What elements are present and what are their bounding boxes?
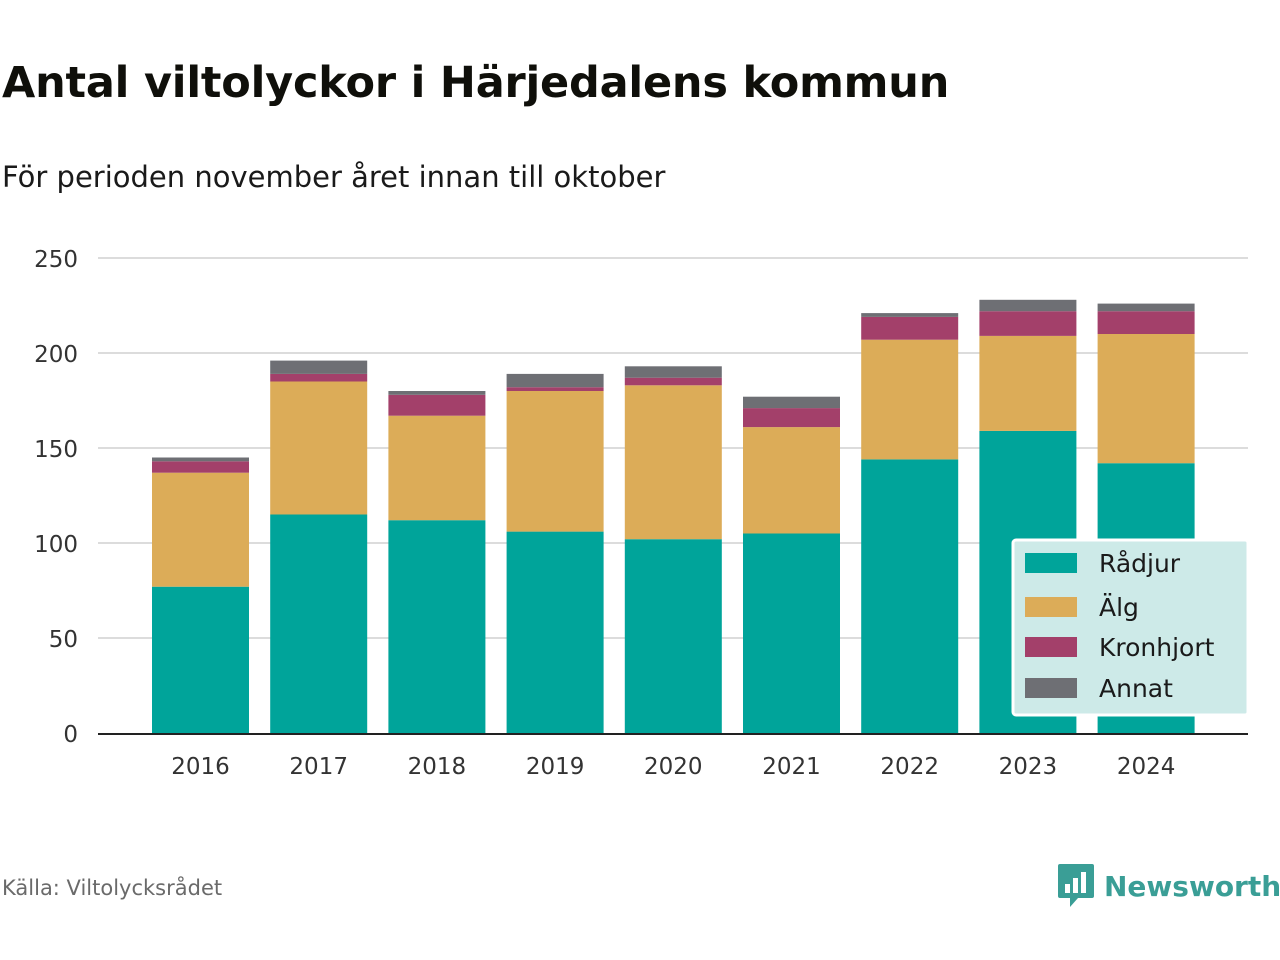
axes: 0 50 100 150 200 250 2016 2017 2018 2019 2020 2021 2… [34, 247, 1248, 780]
bar-segment [152, 586, 249, 733]
bar-segment [506, 373, 604, 388]
x-tick-label: 2016 [171, 754, 230, 780]
bar-segment [624, 366, 722, 378]
bar-segment [388, 394, 486, 416]
bar-segment [1097, 334, 1195, 464]
bar-segment [506, 531, 604, 733]
bar-segment [861, 316, 959, 340]
bar-segment [861, 459, 959, 733]
brand-logo: Newsworthy [1058, 862, 1280, 910]
bar-segment [1097, 311, 1195, 334]
y-tick-label: 0 [63, 722, 78, 748]
bar-segment [270, 360, 368, 374]
bar-segment [388, 520, 486, 733]
bar-segment [388, 415, 486, 521]
newsworthy-logo-icon [1058, 864, 1094, 907]
bar-segment [743, 427, 840, 534]
legend-swatch [1025, 678, 1077, 698]
source-note: Källa: Viltolycksrådet [2, 876, 223, 900]
bar-segment [152, 461, 249, 473]
bar-segment [979, 335, 1077, 431]
bar-segment [743, 396, 840, 409]
y-tick-label: 100 [34, 532, 78, 558]
x-tick-label: 2018 [408, 754, 467, 780]
legend-swatch [1025, 597, 1077, 617]
bar-segment [743, 408, 840, 428]
x-tick-label: 2024 [1117, 754, 1176, 780]
legend-label: Kronhjort [1099, 633, 1215, 662]
x-tick-label: 2017 [289, 754, 348, 780]
legend-swatch [1025, 553, 1077, 573]
bar-segment [152, 472, 249, 587]
x-tick-label: 2023 [999, 754, 1058, 780]
legend-box [1011, 538, 1250, 717]
x-tick-label: 2021 [762, 754, 821, 780]
legend-swatch [1025, 637, 1077, 657]
legend: Rådjur Älg Kronhjort Annat [1011, 538, 1250, 717]
bar-segment [624, 385, 722, 540]
bar-segment [861, 313, 959, 317]
bar-segment [270, 514, 368, 733]
x-tick-label: 2022 [880, 754, 939, 780]
x-tick-label: 2020 [644, 754, 703, 780]
bar-segment [861, 339, 959, 460]
bar-segment [1097, 303, 1195, 312]
bar-segment [624, 539, 722, 733]
bar-segment [506, 391, 604, 532]
bar-segment [979, 299, 1077, 312]
bar-segment [624, 377, 722, 386]
bar-segment [506, 387, 604, 391]
bar-segment [979, 311, 1077, 336]
bar-segment [270, 381, 368, 515]
y-tick-label: 50 [49, 627, 78, 653]
bar-segment [743, 533, 840, 733]
y-tick-label: 200 [34, 342, 78, 368]
y-tick-label: 250 [34, 247, 78, 273]
legend-label: Älg [1099, 593, 1139, 622]
chart-subtitle: För perioden november året innan till ok… [2, 160, 666, 194]
bar-segment [270, 373, 368, 382]
y-tick-label: 150 [34, 437, 78, 463]
bar-segment [388, 391, 486, 395]
legend-label: Rådjur [1099, 549, 1181, 578]
chart-title: Antal viltolyckor i Härjedalens kommun [2, 58, 950, 108]
brand-name: Newsworthy [1104, 869, 1280, 903]
legend-label: Annat [1099, 674, 1173, 703]
x-tick-label: 2019 [526, 754, 585, 780]
bar-segment [152, 457, 249, 462]
